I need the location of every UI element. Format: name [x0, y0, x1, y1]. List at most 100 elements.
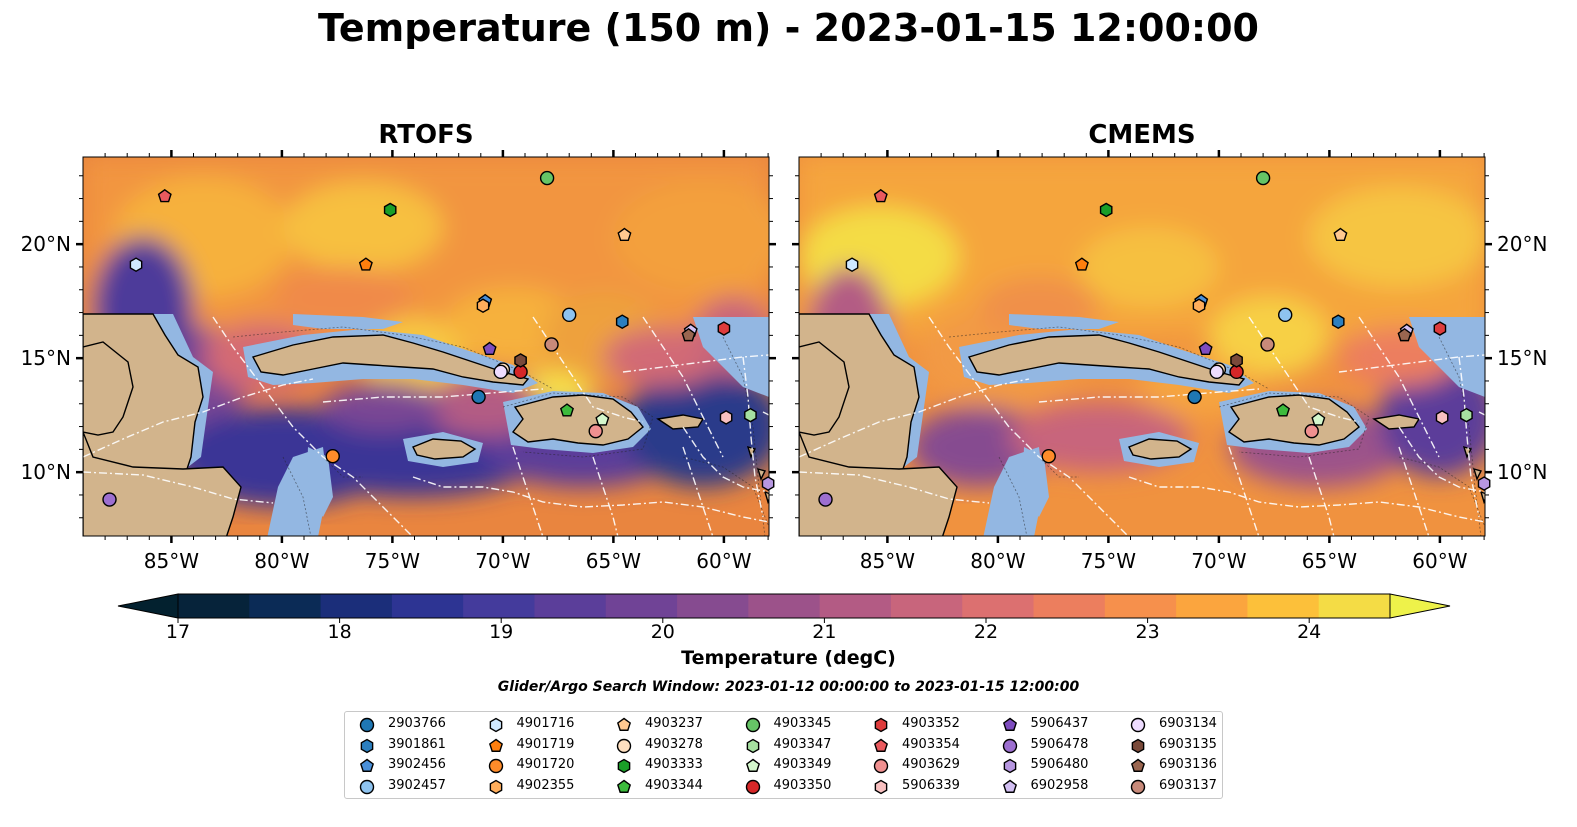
- float-marker-5906437: [482, 341, 497, 355]
- float-marker-3902457: [562, 307, 577, 323]
- legend-label: 5906437: [1030, 716, 1089, 731]
- colorbar-tick-label: 23: [1136, 621, 1160, 643]
- lon-tick-label: 85°W: [144, 549, 199, 573]
- colorbar-tick-label: 24: [1297, 621, 1321, 643]
- float-marker-4903347: [1460, 407, 1473, 423]
- colorbar-tick-label: 20: [651, 621, 675, 643]
- legend-label: 6903137: [1159, 777, 1217, 793]
- lon-tick-label: 70°W: [1191, 549, 1246, 573]
- legend-marker-pentagon-icon: [1002, 779, 1017, 793]
- float-marker-4903344: [559, 403, 574, 417]
- float-marker-3901861: [615, 314, 629, 329]
- legend-marker-hexagon-icon: [746, 738, 759, 753]
- legend-label: 4903237: [645, 716, 703, 731]
- legend-marker: [873, 738, 889, 752]
- colorbar-bin: [1033, 594, 1106, 618]
- colorbar-bin: [1318, 594, 1391, 618]
- legend-marker-circle-icon: [616, 738, 632, 753]
- legend-marker-circle-icon: [488, 758, 503, 774]
- lat-tick-label: 20°N: [1497, 232, 1547, 256]
- float-marker-6903136: [1397, 327, 1412, 342]
- legend-label: 5906478: [1030, 736, 1089, 752]
- legend-marker: [359, 758, 375, 772]
- legend-label: 3902456: [388, 757, 446, 772]
- float-marker-4903629: [1304, 423, 1319, 439]
- legend-label: 4903344: [645, 777, 703, 793]
- float-marker-6903135: [1230, 353, 1243, 368]
- float-marker-5906480: [1477, 476, 1491, 491]
- float-marker-4903333: [383, 202, 397, 218]
- legend-label: 3902457: [388, 777, 446, 793]
- float-marker-6903137: [544, 337, 559, 352]
- float-marker-6903136: [681, 327, 696, 342]
- legend-marker-hexagon-icon: [489, 717, 502, 733]
- legend-marker-circle-icon: [873, 758, 889, 774]
- legend-marker: [360, 738, 374, 753]
- legend-label: 4901716: [516, 716, 575, 731]
- legend-marker: [1130, 779, 1146, 794]
- colorbar-bin: [391, 594, 464, 618]
- legend-marker-hexagon-icon: [489, 779, 502, 794]
- lon-tick-label: 80°W: [970, 549, 1025, 573]
- legend-label: 4902355: [516, 777, 575, 793]
- legend-marker-hexagon-icon: [874, 717, 888, 733]
- lon-tick-label: 80°W: [254, 549, 309, 573]
- float-marker-3901861: [1331, 314, 1345, 329]
- colorbar-bin: [1176, 594, 1248, 618]
- colorbar-bin: [534, 594, 607, 618]
- legend-marker-pentagon-icon: [1002, 717, 1017, 731]
- colorbar-bin: [1247, 594, 1320, 618]
- float-marker-4901719: [1074, 257, 1089, 271]
- float-marker-4903349: [1311, 412, 1326, 426]
- legend-marker-pentagon-icon: [488, 738, 503, 752]
- lon-tick-label: 65°W: [586, 549, 641, 573]
- lat-tick-label: 15°N: [21, 346, 71, 370]
- legend-marker: [873, 758, 889, 774]
- float-marker-4902355: [476, 298, 490, 314]
- colorbar-bin: [1104, 594, 1177, 618]
- lon-tick-label: 60°W: [696, 549, 751, 573]
- float-marker-2903766: [1187, 389, 1202, 405]
- panel-title-rtofs: RTOFS: [378, 120, 474, 150]
- float-marker-4903629: [588, 423, 603, 439]
- legend-marker-circle-icon: [1002, 738, 1017, 753]
- legend-marker-pentagon-icon: [616, 779, 632, 793]
- legend-marker-hexagon-icon: [874, 779, 888, 794]
- legend-marker: [1003, 758, 1016, 774]
- float-marker-4903345: [1255, 170, 1271, 186]
- legend-label: 4903278: [645, 736, 703, 752]
- float-marker-4903237: [1333, 227, 1348, 242]
- float-marker-4903344: [1275, 403, 1290, 417]
- float-marker-4901720: [325, 449, 340, 464]
- legend-marker-pentagon-icon: [616, 717, 632, 731]
- figure-title: Temperature (150 m) - 2023-01-15 12:00:0…: [317, 6, 1259, 50]
- colorbar-tick-label: 22: [974, 621, 998, 643]
- colorbar-bin: [463, 594, 535, 618]
- float-marker-4903345: [539, 170, 555, 186]
- legend-label: 5906480: [1030, 757, 1089, 772]
- legend-marker-hexagon-icon: [1131, 738, 1145, 753]
- legend-marker: [746, 738, 759, 753]
- map-rtofs: [83, 157, 769, 536]
- legend-marker: [616, 779, 632, 793]
- legend-label: 4903354: [902, 736, 960, 752]
- colorbar-tick-label: 19: [489, 621, 513, 643]
- colorbar: 17 18 19 20 21 22 23 24: [117, 593, 1451, 643]
- legend-marker-pentagon-icon: [745, 758, 760, 772]
- float-marker-4903347: [744, 407, 757, 423]
- float-marker-5906480: [761, 476, 775, 491]
- colorbar-bin: [178, 594, 250, 618]
- colorbar-bin: [677, 594, 749, 618]
- legend-marker: [874, 717, 888, 733]
- colorbar-frame: [177, 593, 1391, 619]
- float-marker-4903352: [1433, 321, 1447, 336]
- colorbar-bin: [748, 594, 821, 618]
- float-marker-4902355: [1192, 298, 1206, 314]
- lat-tick-label: 20°N: [21, 232, 71, 256]
- float-marker-5906339: [719, 410, 733, 425]
- float-marker-4903352: [717, 321, 731, 336]
- legend-label: 4903347: [773, 736, 832, 752]
- legend-label: 4903345: [773, 716, 832, 731]
- legend-marker: [745, 758, 760, 772]
- legend-marker: [616, 717, 632, 731]
